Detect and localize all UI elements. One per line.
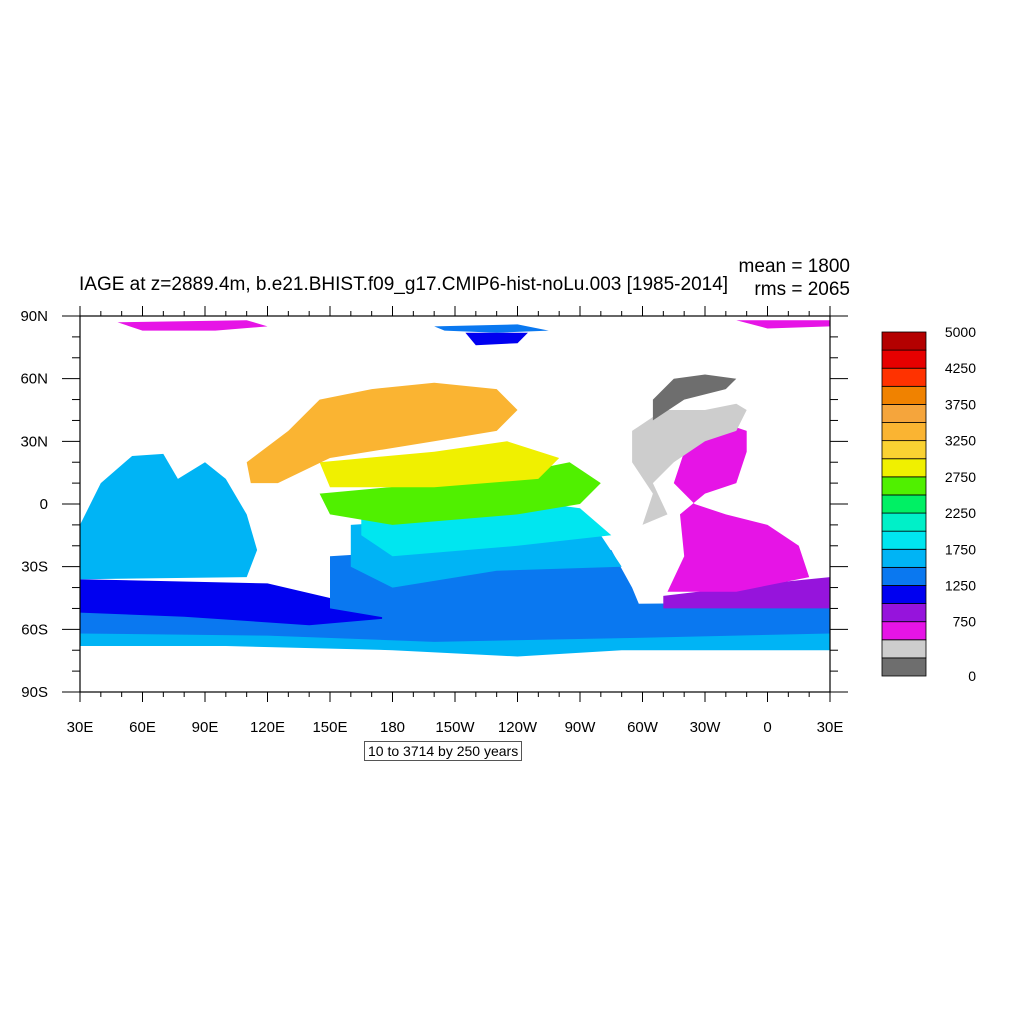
colorbar-swatch bbox=[881, 530, 927, 550]
y-tick-label: 30N bbox=[20, 433, 48, 450]
colorbar-swatch bbox=[881, 385, 927, 405]
colorbar-swatch bbox=[881, 331, 927, 351]
mean-statistic: mean = 1800 bbox=[738, 256, 850, 277]
map-title: IAGE at z=2889.4m, b.e21.BHIST.f09_g17.C… bbox=[79, 274, 729, 295]
x-tick-label: 30E bbox=[67, 719, 94, 736]
y-tick-label: 90N bbox=[20, 308, 48, 325]
colorbar-swatch bbox=[881, 404, 927, 423]
contour-info-box: 10 to 3714 by 250 years bbox=[364, 741, 523, 761]
x-tick-label: 150W bbox=[435, 719, 475, 736]
region-south-atlantic bbox=[667, 420, 810, 592]
colorbar: 0 750 1250 1750 2250 2750 3250 3750 4250 5000 bbox=[881, 324, 977, 684]
x-tick-label: 150E bbox=[312, 719, 347, 736]
colorbar-swatch bbox=[881, 458, 927, 478]
colorbar-swatch bbox=[881, 603, 927, 623]
y-tick-label: 60N bbox=[20, 371, 48, 388]
region-pacific-north bbox=[246, 382, 518, 484]
x-tick-label: 30W bbox=[690, 719, 722, 736]
x-tick-label: 120E bbox=[250, 719, 285, 736]
x-tick-label: 60E bbox=[129, 719, 156, 736]
region-arctic-canada bbox=[434, 324, 549, 333]
colorbar-swatch bbox=[881, 422, 927, 442]
colorbar-label: 4250 bbox=[945, 360, 976, 376]
region-southern-ocean-core bbox=[80, 579, 383, 626]
colorbar-swatch bbox=[881, 585, 927, 604]
colorbar-swatch bbox=[881, 621, 927, 641]
x-tick-label: 60W bbox=[627, 719, 659, 736]
y-tick-label: 90S bbox=[21, 684, 48, 701]
y-tick-label: 60S bbox=[21, 621, 48, 638]
colorbar-swatch bbox=[881, 494, 927, 514]
x-tick-label: 90E bbox=[192, 719, 219, 736]
x-tick-label: 180 bbox=[380, 719, 405, 736]
y-tick-label: 0 bbox=[40, 496, 48, 513]
ocean-field-layer bbox=[80, 320, 830, 657]
region-pacific-north-tropical bbox=[319, 441, 560, 488]
colorbar-swatch bbox=[881, 548, 927, 568]
colorbar-label: 750 bbox=[953, 614, 977, 630]
colorbar-swatch bbox=[881, 566, 927, 586]
axis-ticks: 30E 60E 90E 120E 150E 180 150W 120W 90W 60W 30W 0 30… bbox=[20, 306, 848, 736]
y-tick-label: 30S bbox=[21, 559, 48, 576]
rms-statistic: rms = 2065 bbox=[754, 279, 850, 300]
colorbar-swatch bbox=[881, 349, 927, 369]
colorbar-swatch bbox=[881, 512, 927, 532]
colorbar-label: 3250 bbox=[945, 433, 976, 449]
colorbar-swatch bbox=[881, 476, 927, 496]
colorbar-label: 0 bbox=[968, 668, 976, 684]
x-tick-label: 0 bbox=[763, 719, 771, 736]
colorbar-label: 1750 bbox=[945, 541, 976, 557]
region-north-atlantic-shelf bbox=[632, 403, 747, 525]
region-arctic-siberia bbox=[117, 320, 268, 331]
region-arctic-basin bbox=[465, 332, 528, 346]
x-tick-label: 30E bbox=[817, 719, 844, 736]
colorbar-label: 1250 bbox=[945, 577, 976, 593]
x-tick-label: 120W bbox=[498, 719, 538, 736]
region-south-atlantic-southern-band bbox=[663, 577, 830, 609]
colorbar-label: 2250 bbox=[945, 505, 976, 521]
colorbar-swatch bbox=[881, 440, 927, 460]
colorbar-swatch bbox=[881, 657, 927, 677]
colorbar-swatch bbox=[881, 367, 927, 387]
region-north-atlantic-young bbox=[652, 374, 737, 421]
colorbar-label: 5000 bbox=[945, 324, 976, 340]
colorbar-label: 2750 bbox=[945, 469, 976, 485]
colorbar-label: 3750 bbox=[945, 396, 976, 412]
x-tick-label: 90W bbox=[565, 719, 597, 736]
region-indian-ocean bbox=[80, 453, 258, 580]
region-arctic-atlantic bbox=[736, 320, 830, 329]
colorbar-swatch bbox=[881, 639, 927, 659]
